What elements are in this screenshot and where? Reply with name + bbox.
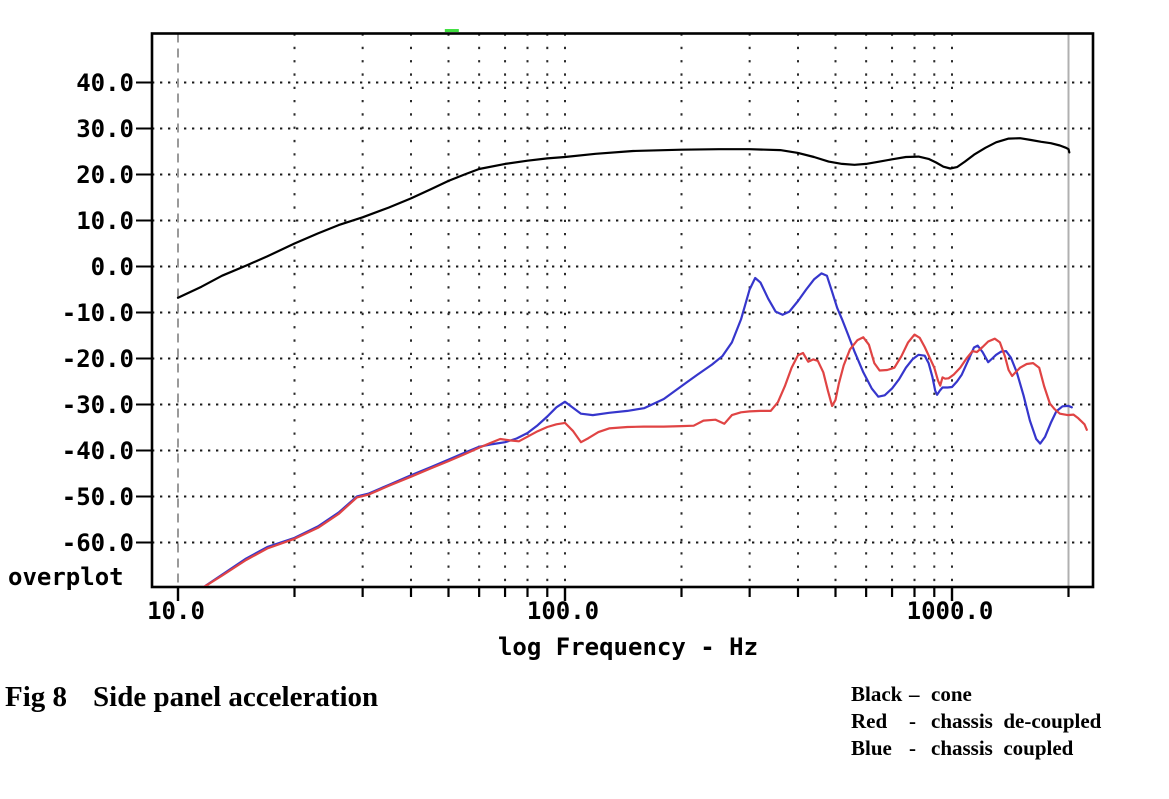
legend-description: chassis coupled xyxy=(931,736,1074,760)
plot-area xyxy=(136,29,1095,601)
legend: Black – cone Red - chassis de-coupled Bl… xyxy=(851,681,1101,762)
y-tick-label: 10.0 xyxy=(76,206,134,235)
legend-description: cone xyxy=(931,682,972,706)
figure-caption: Fig 8 Side panel acceleration xyxy=(5,681,378,714)
x-tick-label: 10.0 xyxy=(147,597,205,625)
series-chassis-de-coupled xyxy=(203,333,1088,586)
x-axis-title: log Frequency - Hz xyxy=(497,633,759,661)
legend-color-name: Blue xyxy=(851,736,892,760)
plot-border xyxy=(150,32,1095,589)
legend-item-black: Black – cone xyxy=(851,681,1101,708)
legend-color-name: Black xyxy=(851,682,903,706)
legend-item-blue: Blue - chassis coupled xyxy=(851,735,1101,762)
figure-number: Fig 8 xyxy=(5,681,68,713)
y-tick-label: 40.0 xyxy=(76,68,134,97)
series-cone xyxy=(176,137,1071,299)
series-chassis-coupled xyxy=(203,272,1073,586)
y-tick-label: -60.0 xyxy=(61,528,134,557)
y-tick-label: -10.0 xyxy=(61,298,134,327)
legend-separator: – xyxy=(909,682,920,706)
legend-item-red: Red - chassis de-coupled xyxy=(851,708,1101,735)
y-tick-label: 0.0 xyxy=(90,252,134,281)
y-tick-label: -20.0 xyxy=(61,344,134,373)
y-tick-label: 20.0 xyxy=(76,160,134,189)
overplot-label: overplot xyxy=(8,563,124,591)
legend-description: chassis de-coupled xyxy=(931,709,1102,733)
legend-separator: - xyxy=(909,736,916,760)
y-tick-label: -40.0 xyxy=(61,436,134,465)
x-tick-label: 1000.0 xyxy=(906,597,994,625)
y-tick-label: -30.0 xyxy=(61,390,134,419)
y-tick-label: 30.0 xyxy=(76,114,134,143)
y-tick-label: -50.0 xyxy=(61,482,134,511)
x-tick-label: 100.0 xyxy=(526,597,600,625)
legend-separator: - xyxy=(909,709,916,733)
legend-color-name: Red xyxy=(851,709,888,733)
figure-title: Side panel acceleration xyxy=(93,681,379,713)
